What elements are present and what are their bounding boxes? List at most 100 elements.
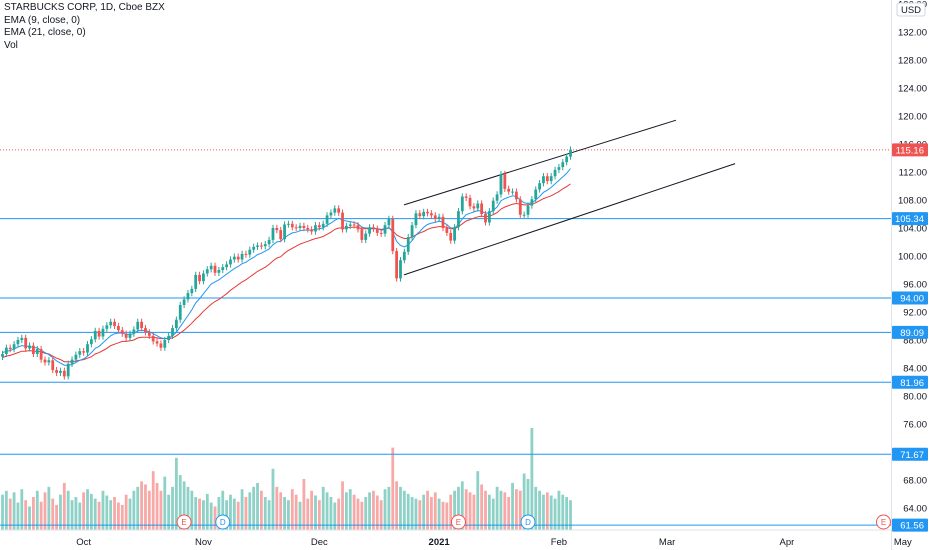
candle-body <box>93 330 97 340</box>
candle-body <box>426 211 429 214</box>
earnings-marker[interactable] <box>450 514 466 530</box>
candle-body <box>144 328 147 333</box>
volume-bar <box>244 497 248 530</box>
candle-body <box>526 205 530 215</box>
volume-bar <box>534 486 538 530</box>
candle-body <box>267 239 271 245</box>
level-badge-label: 94.00 <box>900 294 924 305</box>
candle-body <box>430 213 433 216</box>
volume-bar <box>174 457 178 530</box>
candle-body <box>344 225 348 230</box>
volume-bar <box>35 490 39 530</box>
candle-body <box>202 273 205 282</box>
candle-body <box>348 224 352 226</box>
volume-bar <box>468 492 472 530</box>
candle-body <box>271 228 275 240</box>
legend-vol[interactable]: Vol <box>4 39 18 51</box>
candle-body <box>136 321 140 330</box>
volume-bar <box>453 490 456 530</box>
level-badge <box>892 375 928 389</box>
candle-body <box>310 229 314 232</box>
volume-bar <box>410 497 414 530</box>
volume-bar <box>530 428 534 530</box>
price-axis: 64.0068.0072.0076.0080.0084.0088.0092.00… <box>896 0 927 515</box>
volume-bar <box>406 493 410 530</box>
volume-bar <box>480 484 484 530</box>
price-tick-label: 120.00 <box>898 112 927 123</box>
legend-ema9[interactable]: EMA (9, close, 0) <box>4 14 81 26</box>
candle-body <box>364 233 368 240</box>
candle-body <box>518 199 522 215</box>
dividend-marker[interactable] <box>520 514 536 530</box>
candle-body <box>256 245 259 247</box>
currency-badge[interactable] <box>896 2 926 17</box>
volume-bar <box>128 498 132 530</box>
candle-body <box>12 344 16 350</box>
volume-bar <box>43 492 47 530</box>
candle-body <box>178 305 182 320</box>
volume-bar <box>329 497 333 530</box>
candle-body <box>78 351 82 355</box>
legend-symbol[interactable]: STARBUCKS CORP, 1D, Cboe BZX <box>4 2 165 13</box>
volume-bar <box>16 502 20 530</box>
candle-body <box>557 167 561 170</box>
candle-body <box>248 249 252 255</box>
dividend-marker[interactable] <box>215 514 231 530</box>
volume-bar <box>209 502 213 530</box>
earnings-marker[interactable] <box>176 514 192 530</box>
candle-body <box>120 330 124 334</box>
volume-bar <box>518 490 522 530</box>
candle-body <box>549 176 553 182</box>
level-badge-label: 81.96 <box>900 378 924 389</box>
dividend-marker-label: D <box>220 518 226 527</box>
candle-body <box>109 321 113 326</box>
price-axis-separator <box>891 0 892 550</box>
candle-body <box>534 189 538 200</box>
last-price-badge <box>892 143 928 157</box>
volume-bar <box>113 497 116 530</box>
candle-body <box>406 237 410 252</box>
candle-body <box>113 321 116 326</box>
volume-bar <box>449 494 453 530</box>
channel-upper-line[interactable] <box>403 119 677 206</box>
candle-body <box>341 212 344 230</box>
volume-bar <box>8 498 12 530</box>
candle-body <box>545 176 549 182</box>
price-tick-label: 96.00 <box>903 280 927 291</box>
level-badge <box>892 325 928 339</box>
volume-bar <box>186 486 190 530</box>
candle-body <box>35 349 39 354</box>
candle-body <box>244 253 248 255</box>
volume-bar <box>445 502 449 530</box>
volume-bar <box>39 501 43 530</box>
candle-body <box>155 341 159 344</box>
volume-bar <box>78 502 82 530</box>
volume-bar <box>437 498 441 530</box>
volume-bar <box>414 498 418 530</box>
candle-body <box>240 253 244 260</box>
candles <box>1 146 572 380</box>
candle-body <box>306 228 310 230</box>
candle-body <box>128 333 132 338</box>
earnings-marker[interactable] <box>875 514 891 530</box>
volume-bar <box>217 497 221 530</box>
level-badge-label: 105.34 <box>895 214 924 225</box>
legend-ema21[interactable]: EMA (21, close, 0) <box>4 27 86 38</box>
volume-bar <box>387 486 391 530</box>
volume-bar <box>221 490 225 530</box>
candle-body <box>43 359 47 363</box>
volume-bar <box>171 486 174 530</box>
candle-body <box>302 225 306 228</box>
channel-lower-line[interactable] <box>403 163 736 276</box>
volume-bar <box>82 492 86 530</box>
volume-bar <box>120 504 124 530</box>
candle-body <box>476 203 480 209</box>
candle-body <box>55 370 58 373</box>
candle-body <box>379 232 383 234</box>
volume-bar <box>491 498 495 530</box>
candle-body <box>329 212 333 216</box>
volume-bar <box>321 486 325 530</box>
volume-bar <box>507 497 511 530</box>
